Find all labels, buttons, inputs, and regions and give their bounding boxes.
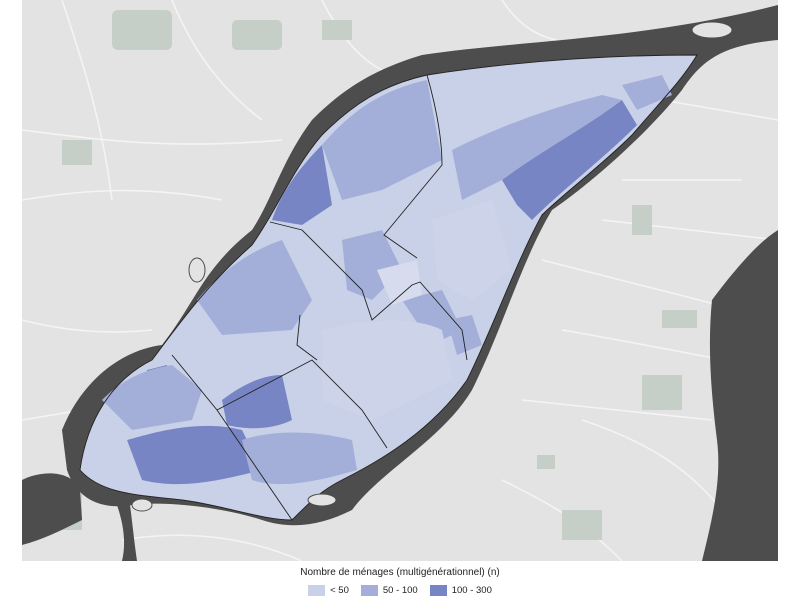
district-medium	[447, 315, 482, 355]
borough-boundaries	[79, 54, 698, 521]
park-area	[232, 20, 282, 50]
park-area	[322, 20, 352, 40]
legend: Nombre de ménages (multigénérationnel) (…	[0, 563, 800, 600]
district-high	[222, 375, 292, 429]
legend-item-high: 100 - 300	[429, 585, 492, 596]
park-area	[662, 310, 697, 328]
river-channel	[22, 473, 82, 545]
map-canvas[interactable]	[22, 0, 778, 561]
island-outline	[79, 54, 698, 521]
district-high	[502, 100, 637, 220]
district-medium	[242, 432, 357, 485]
park-area	[537, 455, 555, 469]
park-area	[642, 375, 682, 410]
small-islands	[131, 21, 733, 512]
river-channel	[702, 230, 778, 561]
borough-boundary	[216, 359, 388, 449]
park-area	[62, 140, 92, 165]
small-island	[307, 493, 337, 507]
island-districts	[80, 55, 697, 520]
borough-boundary	[383, 74, 443, 259]
district-medium	[402, 290, 462, 345]
legend-label: < 50	[330, 585, 349, 596]
park-area	[112, 10, 172, 50]
legend-item-low: < 50	[308, 585, 349, 596]
district-low	[432, 200, 512, 300]
district-low	[377, 260, 422, 305]
district-medium	[197, 240, 312, 335]
park-area	[632, 205, 652, 235]
borough-boundary	[269, 221, 468, 361]
small-island	[188, 257, 206, 283]
small-island	[691, 21, 733, 39]
legend-label: 100 - 300	[451, 585, 492, 596]
legend-title: Nombre de ménages (multigénérationnel) (…	[300, 567, 500, 578]
map-frame[interactable]	[22, 0, 778, 561]
park-area	[562, 510, 602, 540]
district-medium	[622, 75, 672, 110]
legend-label: 50 - 100	[382, 585, 418, 596]
small-island	[131, 498, 153, 512]
district-medium	[322, 80, 442, 200]
legend-items: < 50 50 - 100 100 - 300	[0, 585, 800, 596]
legend-item-medium: 50 - 100	[360, 585, 418, 596]
river-channel	[117, 505, 137, 561]
district-medium	[452, 95, 622, 200]
borough-boundary	[296, 314, 318, 361]
district-low	[322, 320, 452, 420]
legend-swatch	[429, 585, 447, 596]
district-medium	[102, 365, 202, 430]
legend-swatch	[308, 585, 326, 596]
district-high	[272, 145, 332, 225]
legend-swatch	[360, 585, 378, 596]
district-high	[127, 425, 262, 485]
